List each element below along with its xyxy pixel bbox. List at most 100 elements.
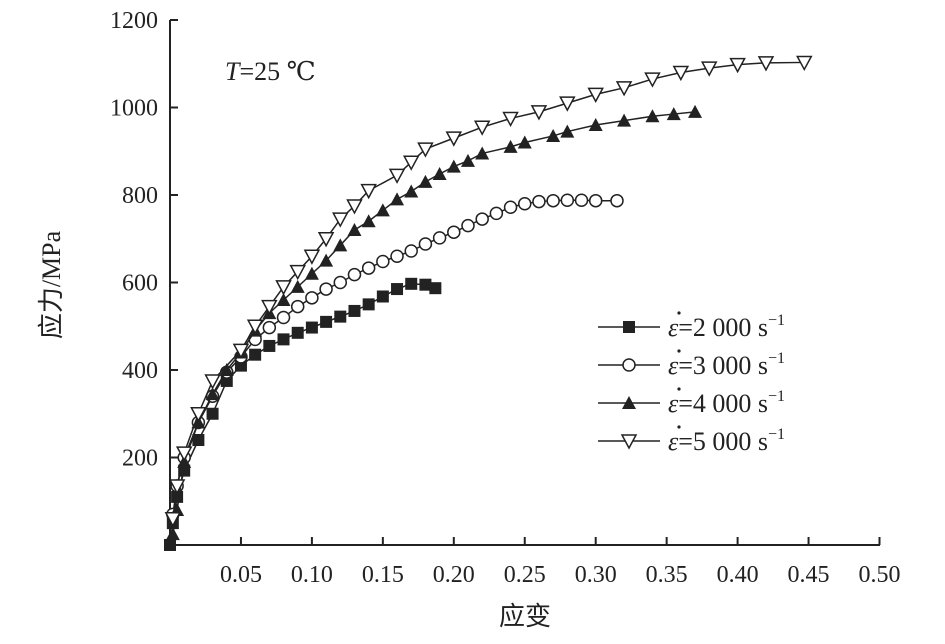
data-point	[205, 387, 220, 401]
data-point	[560, 193, 575, 207]
data-point	[276, 310, 291, 325]
data-point	[291, 326, 304, 339]
x-tick-label: 0.45	[788, 562, 830, 588]
data-point	[530, 105, 548, 121]
x-tick-label: 0.25	[504, 562, 546, 588]
data-point	[165, 527, 180, 541]
data-point	[361, 214, 376, 228]
data-point	[320, 315, 333, 328]
rate-dot	[677, 387, 681, 391]
y-axis-label: 应力/MPa	[37, 230, 66, 339]
data-point	[232, 343, 250, 359]
x-tick-label: 0.50	[859, 562, 901, 588]
x-axis-label: 应变	[499, 602, 551, 631]
data-point	[615, 81, 633, 97]
data-point	[261, 299, 278, 316]
data-point	[164, 512, 182, 528]
data-point	[546, 128, 561, 142]
x-tick-label: 0.20	[433, 562, 475, 588]
data-point	[404, 184, 419, 198]
data-point	[588, 193, 603, 208]
data-point	[332, 212, 349, 228]
data-point	[404, 244, 418, 258]
data-point	[362, 298, 375, 311]
data-point	[588, 118, 603, 131]
data-point	[317, 232, 335, 248]
data-point	[503, 139, 518, 153]
data-point	[559, 96, 576, 112]
data-point	[319, 253, 334, 267]
legend-marker	[623, 321, 635, 333]
data-point	[429, 282, 442, 295]
data-point	[560, 124, 575, 138]
x-tick-label: 0.10	[291, 562, 333, 588]
data-point	[348, 304, 361, 317]
data-point	[672, 65, 690, 82]
legend-item: ε=4 000 s−1	[598, 387, 785, 418]
series-3	[165, 104, 703, 541]
y-tick-label: 200	[122, 446, 158, 472]
data-point	[432, 167, 447, 180]
data-point	[475, 146, 490, 160]
data-point	[388, 168, 406, 184]
data-point	[418, 237, 433, 251]
temperature-annotation: T=25 ℃	[225, 57, 316, 86]
data-point	[289, 264, 306, 281]
data-point	[729, 57, 746, 74]
data-point	[164, 539, 176, 551]
x-tick-label: 0.35	[646, 562, 688, 588]
legend-label: ε=3 000 s−1	[668, 350, 785, 380]
data-point	[204, 374, 221, 390]
data-point	[333, 275, 348, 290]
data-point	[246, 319, 264, 335]
series-4	[164, 55, 813, 528]
axes	[169, 20, 880, 546]
data-point	[192, 434, 205, 446]
data-point	[361, 261, 376, 275]
data-point	[418, 174, 433, 188]
data-point	[190, 407, 207, 423]
data-point	[503, 200, 518, 214]
data-point	[445, 131, 463, 147]
data-point	[206, 407, 219, 420]
data-point	[460, 153, 475, 167]
data-point	[475, 212, 489, 226]
data-point	[447, 225, 461, 239]
data-point	[346, 199, 363, 215]
data-point	[489, 206, 504, 221]
data-point	[518, 197, 532, 211]
x-tick-label: 0.15	[362, 562, 404, 588]
x-tick-label: 0.05	[220, 562, 262, 588]
data-point	[432, 231, 447, 245]
data-point	[473, 120, 491, 136]
data-point	[360, 183, 377, 200]
legend-marker	[622, 396, 636, 409]
series-line	[169, 283, 436, 546]
data-point	[175, 446, 193, 462]
data-point	[405, 277, 418, 290]
data-point	[249, 348, 262, 361]
data-point	[347, 223, 362, 236]
legend-marker	[622, 358, 636, 372]
data-point	[319, 282, 333, 296]
data-point	[502, 111, 519, 128]
data-point	[262, 320, 277, 335]
data-point	[587, 87, 604, 103]
data-point	[333, 238, 348, 252]
data-point	[276, 293, 291, 306]
y-tick-label: 1000	[110, 96, 158, 122]
rate-dot	[677, 311, 681, 315]
data-point	[461, 218, 475, 233]
data-point	[757, 56, 775, 72]
legend-item: ε=5 000 s−1	[598, 425, 785, 456]
data-point	[290, 279, 305, 293]
data-point	[532, 194, 546, 209]
data-point	[417, 142, 434, 158]
data-point	[645, 109, 660, 123]
legend-item: ε=3 000 s−1	[598, 349, 785, 380]
legend-marker	[620, 434, 638, 450]
data-point	[347, 267, 362, 282]
data-point	[263, 339, 276, 352]
data-point	[390, 192, 405, 206]
